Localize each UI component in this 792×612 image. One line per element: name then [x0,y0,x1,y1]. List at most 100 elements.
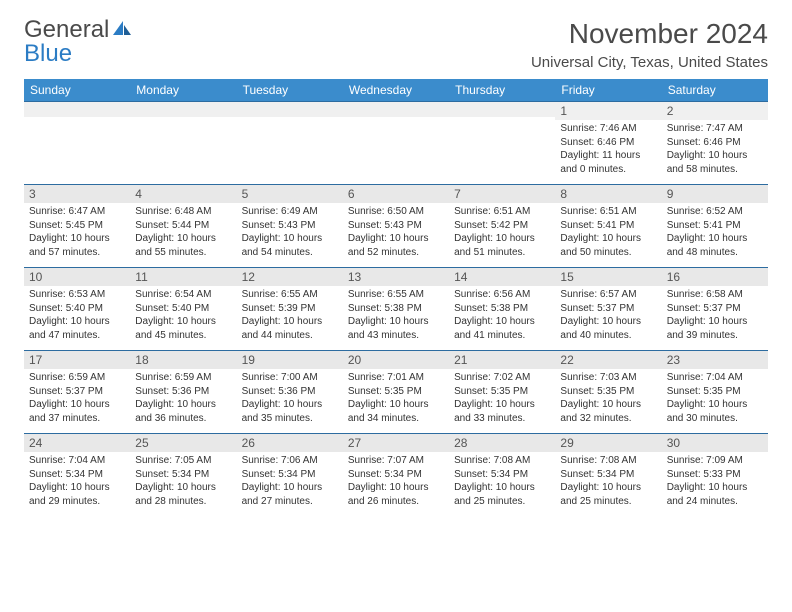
day-details: Sunrise: 7:04 AMSunset: 5:34 PMDaylight:… [24,452,130,516]
day-sunrise: Sunrise: 6:47 AM [29,205,125,219]
location-text: Universal City, Texas, United States [531,54,768,71]
day-sunrise: Sunrise: 7:07 AM [348,454,444,468]
day-number: 3 [24,184,130,203]
calendar-day-cell: 3Sunrise: 6:47 AMSunset: 5:45 PMDaylight… [24,184,130,267]
day-sunrise: Sunrise: 6:53 AM [29,288,125,302]
day-sunset: Sunset: 5:35 PM [560,385,656,399]
calendar-day-cell: 13Sunrise: 6:55 AMSunset: 5:38 PMDayligh… [343,267,449,350]
day-sunrise: Sunrise: 7:02 AM [454,371,550,385]
calendar-day-cell: 23Sunrise: 7:04 AMSunset: 5:35 PMDayligh… [662,350,768,433]
day-dl1: Daylight: 10 hours [242,232,338,246]
day-number: 13 [343,267,449,286]
calendar-page: General Blue November 2024 Universal Cit… [0,0,792,528]
day-number: 24 [24,433,130,452]
day-number: 21 [449,350,555,369]
day-sunset: Sunset: 5:34 PM [242,468,338,482]
day-sunset: Sunset: 5:35 PM [667,385,763,399]
day-dl2: and 34 minutes. [348,412,444,426]
day-details: Sunrise: 6:47 AMSunset: 5:45 PMDaylight:… [24,203,130,267]
day-dl2: and 33 minutes. [454,412,550,426]
page-title: November 2024 [531,18,768,50]
day-sunrise: Sunrise: 7:46 AM [560,122,656,136]
calendar-day-cell: 14Sunrise: 6:56 AMSunset: 5:38 PMDayligh… [449,267,555,350]
day-details: Sunrise: 6:53 AMSunset: 5:40 PMDaylight:… [24,286,130,350]
day-dl2: and 43 minutes. [348,329,444,343]
day-dl2: and 50 minutes. [560,246,656,260]
day-dl2: and 54 minutes. [242,246,338,260]
day-sunset: Sunset: 6:46 PM [560,136,656,150]
day-number: 8 [555,184,661,203]
day-dl1: Daylight: 10 hours [29,315,125,329]
logo: General Blue [24,18,133,66]
calendar-day-cell: 29Sunrise: 7:08 AMSunset: 5:34 PMDayligh… [555,433,661,516]
day-sunset: Sunset: 5:39 PM [242,302,338,316]
calendar-day-cell: 17Sunrise: 6:59 AMSunset: 5:37 PMDayligh… [24,350,130,433]
day-sunset: Sunset: 5:34 PM [135,468,231,482]
day-details: Sunrise: 7:47 AMSunset: 6:46 PMDaylight:… [662,120,768,184]
day-details: Sunrise: 6:51 AMSunset: 5:41 PMDaylight:… [555,203,661,267]
day-sunrise: Sunrise: 7:03 AM [560,371,656,385]
day-dl1: Daylight: 10 hours [29,398,125,412]
day-sunset: Sunset: 5:34 PM [348,468,444,482]
calendar-day-cell: 8Sunrise: 6:51 AMSunset: 5:41 PMDaylight… [555,184,661,267]
day-sunrise: Sunrise: 6:56 AM [454,288,550,302]
day-number: 12 [237,267,343,286]
calendar-day-cell: 28Sunrise: 7:08 AMSunset: 5:34 PMDayligh… [449,433,555,516]
day-dl1: Daylight: 10 hours [454,481,550,495]
day-dl2: and 51 minutes. [454,246,550,260]
day-dl1: Daylight: 10 hours [454,315,550,329]
weekday-header: Monday [130,79,236,101]
sail-icon [111,16,133,43]
day-dl1: Daylight: 10 hours [454,398,550,412]
day-number [24,101,130,117]
day-dl2: and 27 minutes. [242,495,338,509]
day-number: 5 [237,184,343,203]
title-block: November 2024 Universal City, Texas, Uni… [531,18,768,71]
day-dl1: Daylight: 10 hours [667,149,763,163]
weekday-header: Saturday [662,79,768,101]
day-sunset: Sunset: 5:40 PM [29,302,125,316]
day-sunrise: Sunrise: 7:05 AM [135,454,231,468]
day-sunset: Sunset: 5:37 PM [560,302,656,316]
day-sunrise: Sunrise: 7:08 AM [560,454,656,468]
day-number: 22 [555,350,661,369]
calendar-day-cell: 27Sunrise: 7:07 AMSunset: 5:34 PMDayligh… [343,433,449,516]
day-dl2: and 57 minutes. [29,246,125,260]
day-sunrise: Sunrise: 6:55 AM [242,288,338,302]
calendar-day-cell: 11Sunrise: 6:54 AMSunset: 5:40 PMDayligh… [130,267,236,350]
day-dl1: Daylight: 10 hours [242,315,338,329]
day-number: 30 [662,433,768,452]
day-details: Sunrise: 7:00 AMSunset: 5:36 PMDaylight:… [237,369,343,433]
calendar-day-cell: 19Sunrise: 7:00 AMSunset: 5:36 PMDayligh… [237,350,343,433]
day-number: 25 [130,433,236,452]
day-sunrise: Sunrise: 7:47 AM [667,122,763,136]
day-dl1: Daylight: 10 hours [348,398,444,412]
logo-text-1: General [24,18,109,42]
day-details: Sunrise: 7:06 AMSunset: 5:34 PMDaylight:… [237,452,343,516]
day-dl2: and 40 minutes. [560,329,656,343]
calendar-day-cell [24,101,130,184]
day-dl2: and 32 minutes. [560,412,656,426]
calendar-table: SundayMondayTuesdayWednesdayThursdayFrid… [24,79,768,516]
day-number: 26 [237,433,343,452]
weekday-header: Thursday [449,79,555,101]
calendar-day-cell: 1Sunrise: 7:46 AMSunset: 6:46 PMDaylight… [555,101,661,184]
day-number: 23 [662,350,768,369]
calendar-week-row: 10Sunrise: 6:53 AMSunset: 5:40 PMDayligh… [24,267,768,350]
day-dl1: Daylight: 10 hours [135,481,231,495]
day-details: Sunrise: 6:51 AMSunset: 5:42 PMDaylight:… [449,203,555,267]
day-sunrise: Sunrise: 6:49 AM [242,205,338,219]
day-details: Sunrise: 6:52 AMSunset: 5:41 PMDaylight:… [662,203,768,267]
day-number: 14 [449,267,555,286]
day-dl2: and 44 minutes. [242,329,338,343]
day-sunset: Sunset: 5:44 PM [135,219,231,233]
day-dl2: and 39 minutes. [667,329,763,343]
day-details: Sunrise: 7:02 AMSunset: 5:35 PMDaylight:… [449,369,555,433]
day-number: 29 [555,433,661,452]
day-number [343,101,449,117]
day-number: 10 [24,267,130,286]
day-details: Sunrise: 6:57 AMSunset: 5:37 PMDaylight:… [555,286,661,350]
calendar-day-cell [130,101,236,184]
day-dl2: and 45 minutes. [135,329,231,343]
day-dl2: and 24 minutes. [667,495,763,509]
